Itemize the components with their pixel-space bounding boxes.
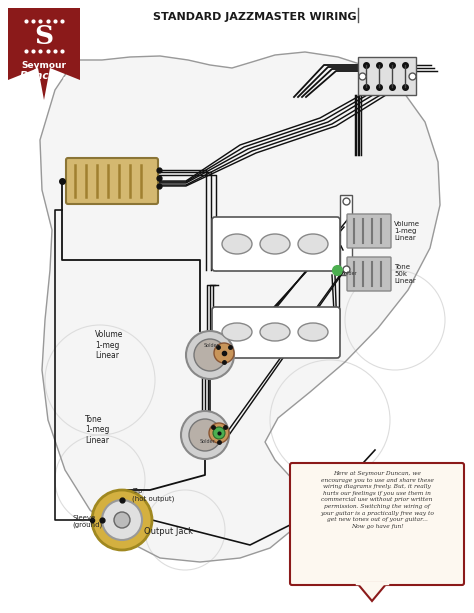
Text: Duncan.: Duncan. [20, 71, 68, 81]
Text: Sleeve
(ground): Sleeve (ground) [72, 515, 102, 528]
Text: Tone
50k
Linear: Tone 50k Linear [394, 264, 416, 284]
Text: Volume
1-meg
Linear: Volume 1-meg Linear [394, 221, 420, 241]
Ellipse shape [260, 323, 290, 341]
Ellipse shape [298, 323, 328, 341]
Text: Volume
1-meg
Linear: Volume 1-meg Linear [95, 330, 123, 360]
Ellipse shape [260, 234, 290, 254]
Circle shape [186, 331, 234, 379]
Text: Tip
(hot output): Tip (hot output) [132, 489, 174, 502]
Circle shape [102, 500, 142, 540]
FancyBboxPatch shape [212, 307, 340, 358]
Text: S: S [35, 23, 54, 48]
Bar [340, 195, 352, 275]
Text: STANDARD JAZZMASTER WIRING: STANDARD JAZZMASTER WIRING [153, 12, 357, 22]
Circle shape [181, 411, 229, 459]
Ellipse shape [222, 234, 252, 254]
Polygon shape [40, 52, 440, 562]
Circle shape [92, 490, 152, 550]
Polygon shape [357, 583, 387, 601]
Circle shape [209, 423, 229, 443]
FancyBboxPatch shape [212, 217, 340, 271]
Text: Seymour: Seymour [21, 61, 66, 69]
Circle shape [189, 419, 221, 451]
Polygon shape [8, 8, 80, 100]
Text: Solder: Solder [204, 343, 220, 348]
Text: Tone
1-meg
Linear: Tone 1-meg Linear [85, 415, 109, 445]
Circle shape [213, 427, 225, 439]
Circle shape [194, 339, 226, 371]
FancyBboxPatch shape [290, 463, 464, 585]
Text: Solder: Solder [342, 271, 358, 276]
Circle shape [114, 512, 130, 528]
Bar [358, 57, 416, 95]
Text: Output Jack: Output Jack [144, 528, 193, 536]
Text: Here at Seymour Duncan, we
encourage you to use and share these
wiring diagrams : Here at Seymour Duncan, we encourage you… [320, 471, 434, 529]
FancyBboxPatch shape [347, 214, 391, 248]
Circle shape [214, 343, 234, 363]
Text: Solder: Solder [199, 439, 215, 444]
FancyBboxPatch shape [347, 257, 391, 291]
FancyBboxPatch shape [66, 158, 158, 204]
Ellipse shape [298, 234, 328, 254]
Ellipse shape [222, 323, 252, 341]
